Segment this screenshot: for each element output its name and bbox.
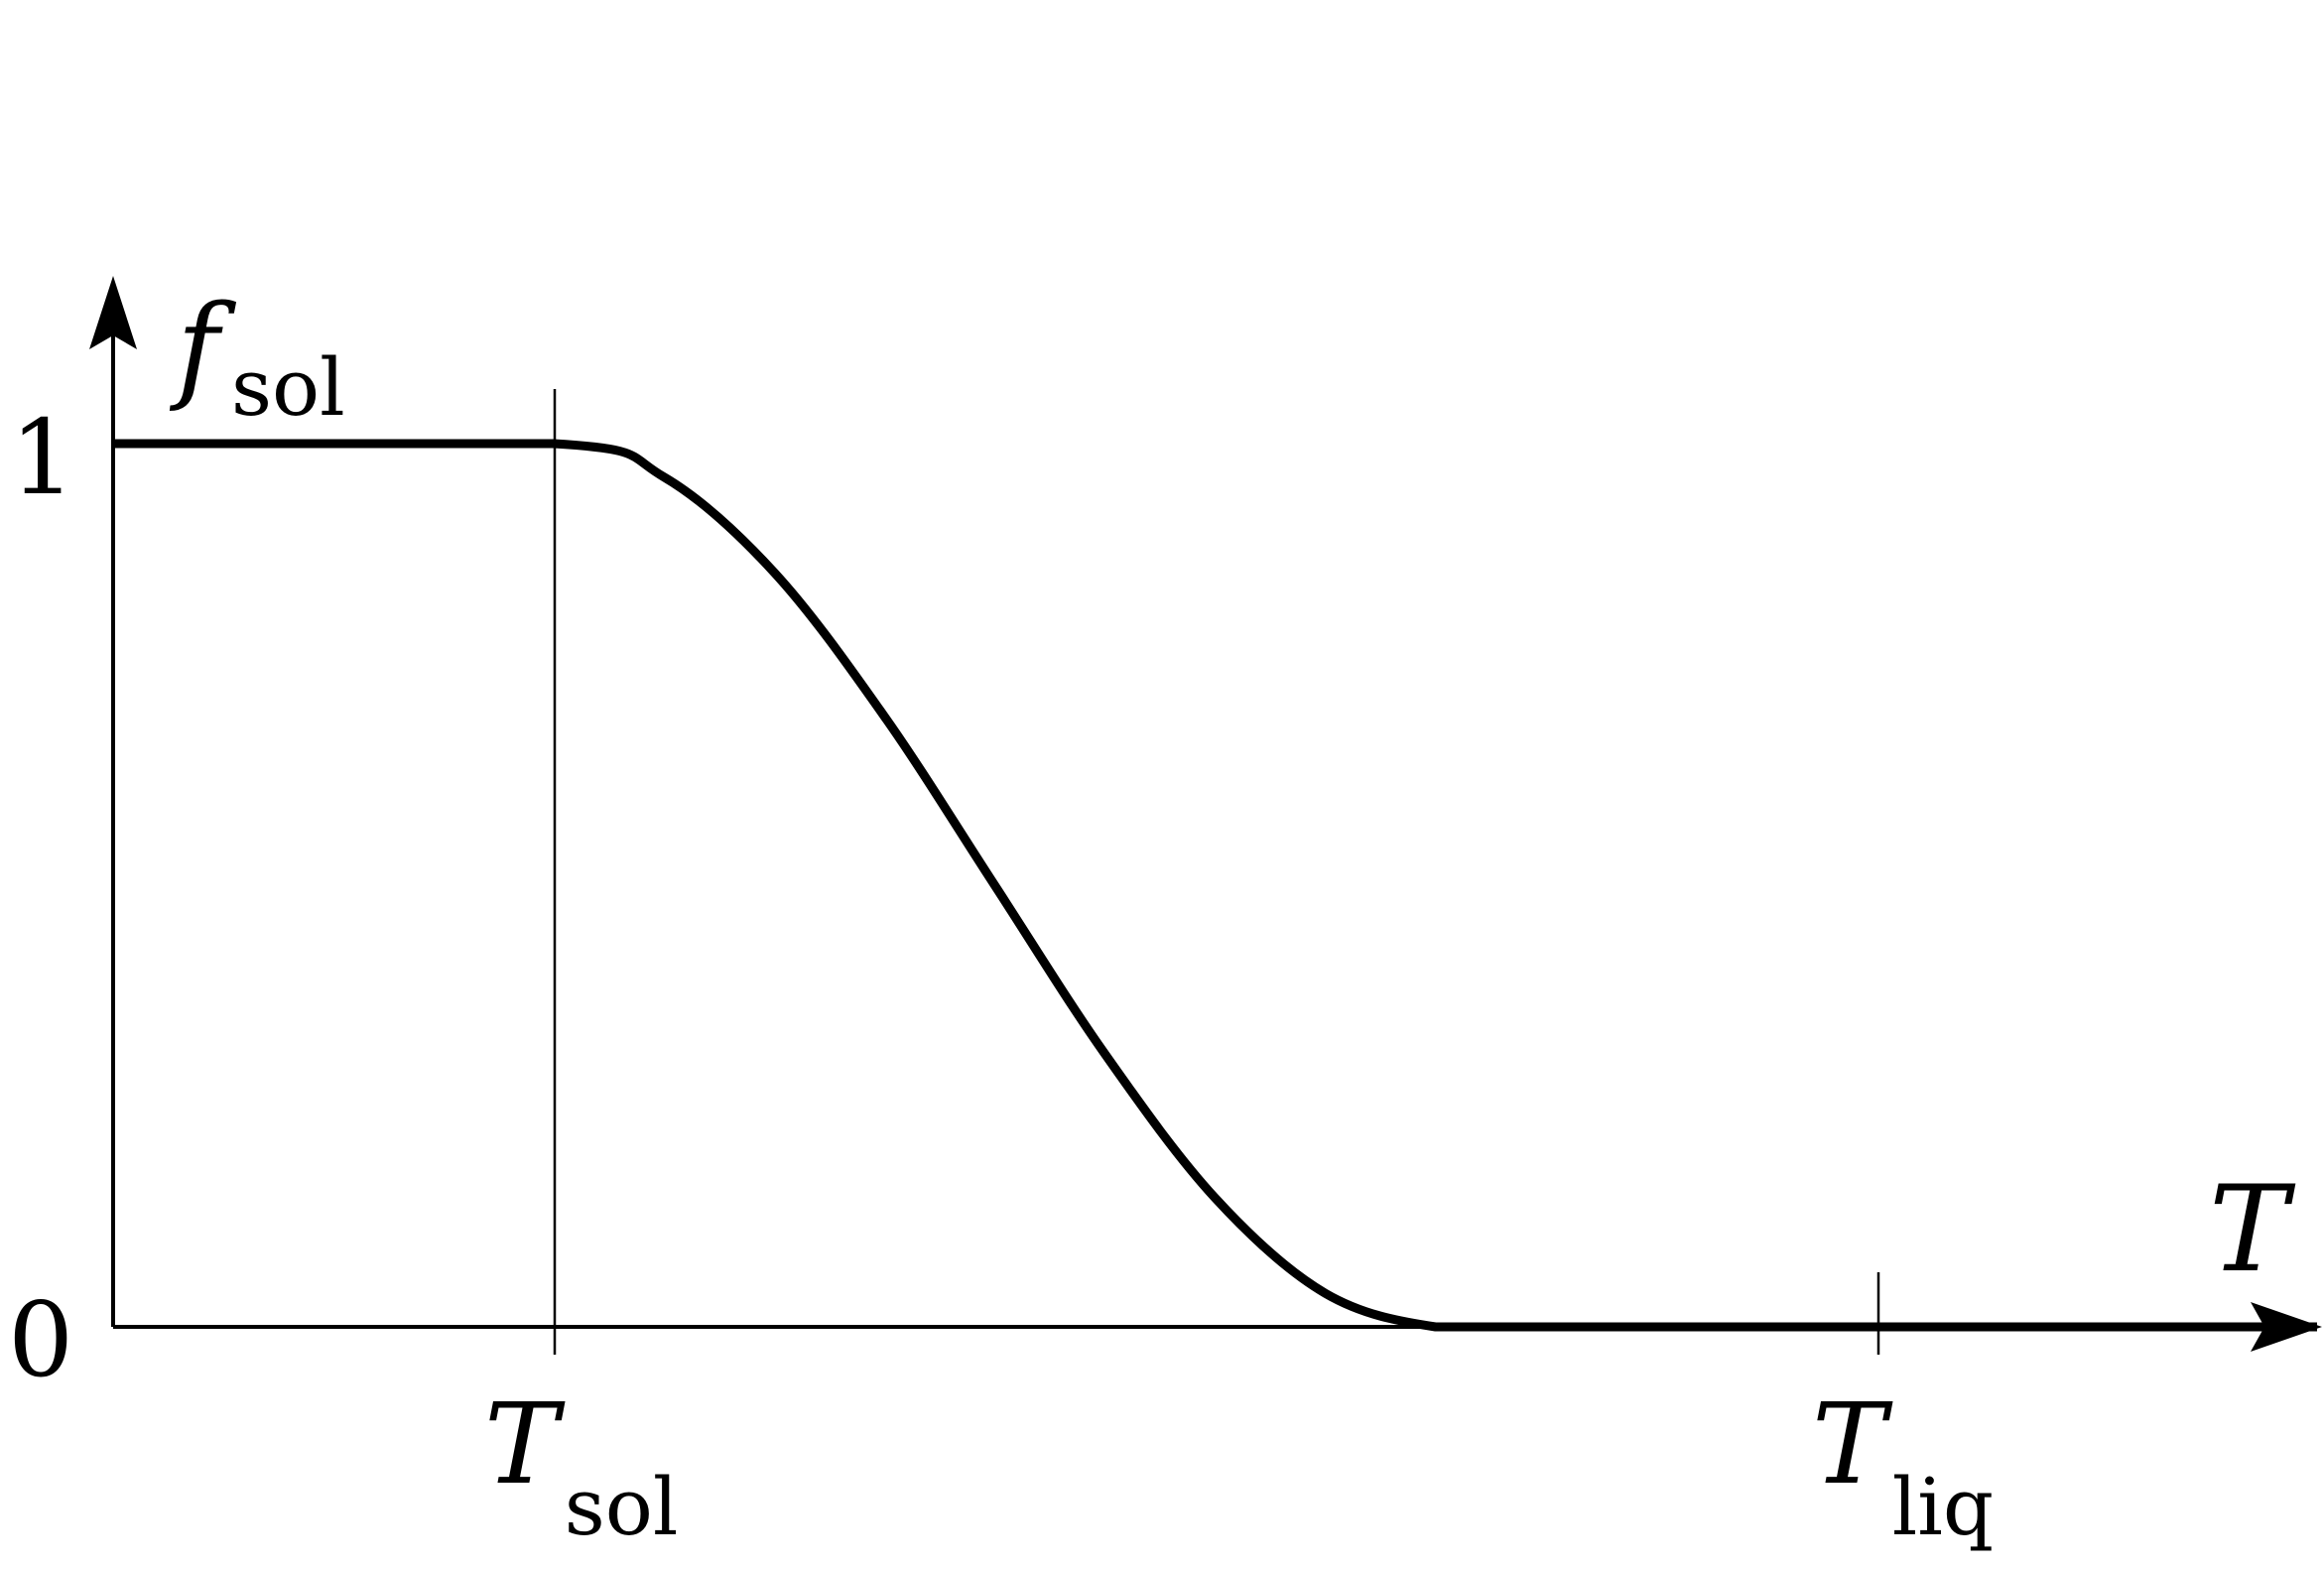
- y-axis-label-subscript: sol: [231, 341, 345, 434]
- x-tick-label-t-sol-subscript: sol: [565, 1461, 679, 1553]
- x-tick-label-t-sol-base: T: [484, 1380, 566, 1509]
- y-tick-label-0: 0: [8, 1279, 73, 1400]
- series-line: [113, 439, 2317, 1332]
- x-tick-label-t-liq-base: T: [1812, 1380, 1893, 1509]
- x-tick-label-t-liq: T liq: [1812, 1380, 1994, 1553]
- y-axis-arrowhead: [89, 276, 137, 349]
- y-axis-label: f sol: [169, 281, 345, 434]
- x-tick-label-t-sol: T sol: [484, 1380, 679, 1553]
- y-axis-label-base: f: [169, 281, 237, 415]
- y-tick-label-1: 1: [10, 397, 75, 518]
- x-tick-label-t-liq-subscript: liq: [1892, 1461, 1994, 1553]
- x-axis-label: T: [2209, 1161, 2296, 1299]
